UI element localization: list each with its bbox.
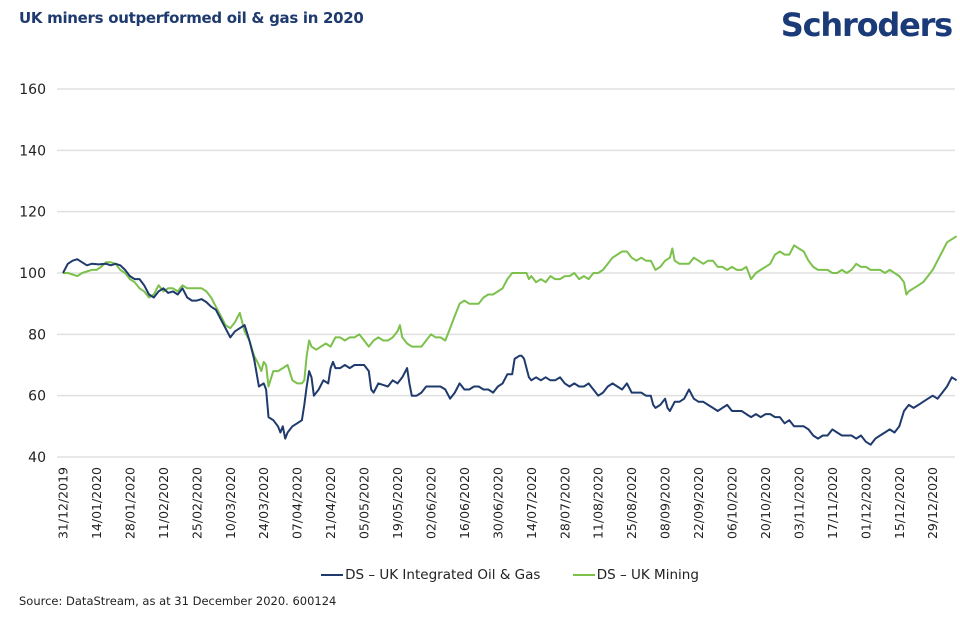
x-tick-label: 22/09/2020	[691, 467, 706, 539]
legend-swatch-mining	[572, 574, 595, 576]
x-tick-label: 06/10/2020	[725, 467, 740, 539]
x-tick-label: 11/02/2020	[156, 467, 171, 539]
x-tick-label: 16/06/2020	[457, 467, 472, 539]
schroders-logo: Schroders	[780, 6, 953, 44]
legend-item-mining: DS – UK Mining	[572, 567, 699, 583]
series-lines	[62, 235, 958, 446]
x-axis-ticks: 31/12/2019 14/01/2020 28/01/2020 11/02/2020…	[56, 467, 941, 539]
x-tick-label: 25/02/2020	[189, 467, 204, 539]
gridlines	[57, 88, 955, 458]
x-tick-label: 17/11/2020	[825, 467, 840, 539]
series-line-oil-gas	[62, 258, 958, 446]
x-tick-label: 30/06/2020	[490, 467, 505, 539]
source-note: Source: DataStream, as at 31 December 20…	[19, 594, 337, 608]
x-tick-label: 14/07/2020	[524, 467, 539, 539]
y-tick-label: 80	[28, 327, 46, 343]
legend-label-mining: DS – UK Mining	[596, 567, 699, 583]
x-tick-label: 01/12/2020	[858, 467, 873, 539]
x-tick-label: 21/04/2020	[323, 467, 338, 539]
x-tick-label: 14/01/2020	[89, 467, 104, 539]
x-tick-label: 03/11/2020	[791, 467, 806, 539]
x-tick-label: 20/10/2020	[758, 467, 773, 539]
x-tick-label: 05/05/2020	[357, 467, 372, 539]
x-tick-label: 08/09/2020	[658, 467, 673, 539]
x-tick-label: 28/07/2020	[557, 467, 572, 539]
chart-title: UK miners outperformed oil & gas in 2020	[19, 9, 364, 27]
series-line-mining	[63, 235, 958, 388]
x-tick-label: 25/08/2020	[624, 467, 639, 539]
y-axis-ticks: 160 140 120 100 80 60 40	[19, 82, 46, 466]
y-tick-label: 40	[28, 450, 46, 466]
x-tick-label: 31/12/2019	[56, 467, 71, 539]
y-tick-label: 100	[19, 266, 46, 282]
x-tick-label: 10/03/2020	[223, 467, 238, 539]
legend-swatch-oil-gas	[321, 574, 344, 576]
y-tick-label: 160	[19, 82, 46, 98]
y-tick-label: 140	[19, 143, 46, 159]
legend: DS – UK Integrated Oil & Gas DS – UK Min…	[0, 564, 960, 583]
y-tick-label: 120	[19, 205, 46, 221]
x-tick-label: 11/08/2020	[591, 467, 606, 539]
x-tick-label: 24/03/2020	[256, 467, 271, 539]
legend-item-oil-gas: DS – UK Integrated Oil & Gas	[321, 567, 540, 583]
x-tick-label: 07/04/2020	[290, 467, 305, 539]
legend-label-oil-gas: DS – UK Integrated Oil & Gas	[345, 567, 541, 583]
x-tick-label: 28/01/2020	[122, 467, 137, 539]
y-tick-label: 60	[28, 389, 46, 405]
x-tick-label: 29/12/2020	[925, 467, 940, 539]
x-tick-label: 19/05/2020	[390, 467, 405, 539]
x-tick-label: 02/06/2020	[423, 467, 438, 539]
x-tick-label: 15/12/2020	[892, 467, 907, 539]
